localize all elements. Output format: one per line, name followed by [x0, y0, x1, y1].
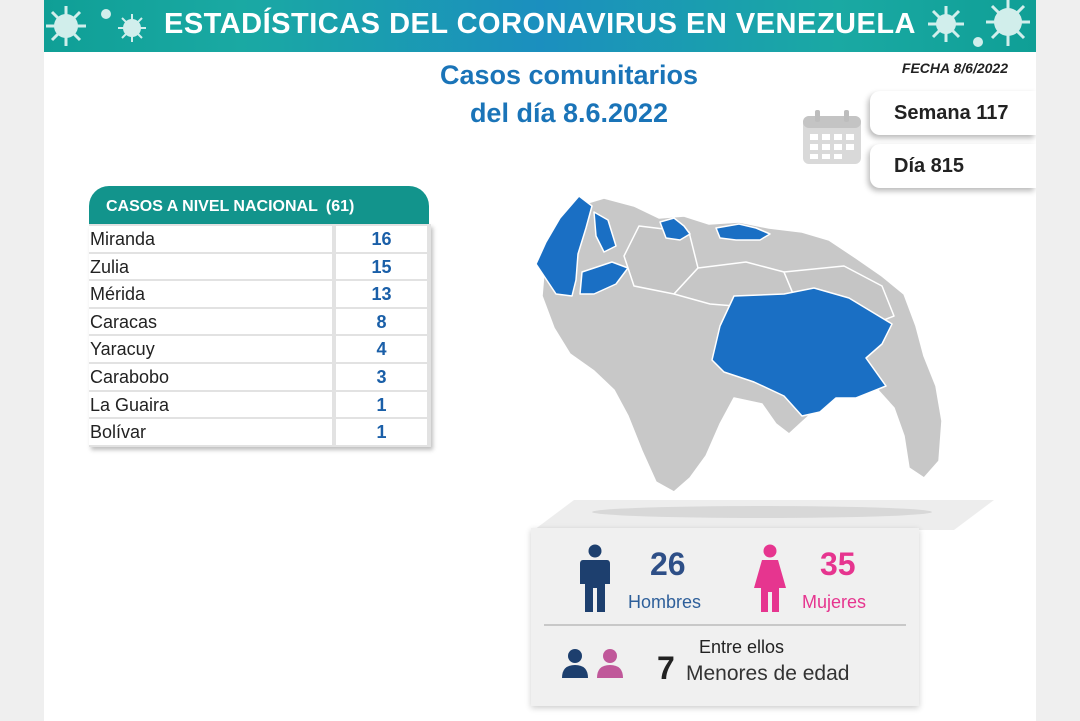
state-name: Yaracuy	[89, 336, 332, 362]
state-name: Mérida	[89, 281, 332, 307]
state-cases: 1	[336, 391, 427, 418]
table-row: Carabobo 3	[89, 363, 427, 390]
banner-title: ESTADÍSTICAS DEL CORONAVIRUS EN VENEZUEL…	[163, 8, 916, 40]
map-state-zulia	[593, 211, 617, 253]
state-cases: 3	[336, 363, 427, 390]
day-badge: Día 815	[870, 144, 1036, 188]
cases-table: Miranda 16 Zulia 15 Mérida 13 Caracas 8 Yara…	[89, 224, 431, 447]
state-name: La Guaira	[89, 391, 332, 418]
state-name: Carabobo	[89, 363, 332, 390]
report-date: FECHA 8/6/2022	[901, 60, 1008, 76]
woman-icon	[754, 544, 786, 612]
divider	[544, 624, 906, 626]
table-row: La Guaira 1	[89, 391, 427, 418]
state-cases: 15	[336, 253, 427, 280]
men-count: 26	[650, 546, 686, 582]
map-state-merida	[579, 261, 629, 295]
minors-label: Menores de edad	[686, 662, 850, 685]
state-cases: 16	[336, 226, 427, 252]
state-name: Miranda	[89, 226, 332, 252]
state-name: Caracas	[89, 308, 332, 335]
table-title: CASOS A NIVEL NACIONAL	[106, 198, 318, 215]
table-header: CASOS A NIVEL NACIONAL (61)	[89, 186, 429, 224]
table-row: Zulia 15	[89, 253, 427, 280]
man-icon	[580, 544, 610, 612]
child-icon-pink	[597, 649, 623, 678]
calendar-icon	[803, 110, 861, 164]
map-state-bolivar	[711, 287, 893, 417]
state-name: Bolívar	[89, 419, 332, 445]
table-row: Caracas 8	[89, 308, 427, 335]
table-row: Mérida 13	[89, 281, 427, 307]
virus-icon	[928, 0, 1030, 47]
women-count: 35	[820, 546, 856, 582]
heading-line-1: Casos comunitarios	[439, 60, 699, 90]
stats-card	[531, 528, 919, 706]
men-label: Hombres	[628, 592, 702, 612]
week-badge: Semana 117	[870, 91, 1036, 135]
table-row: Yaracuy 4	[89, 336, 427, 362]
virus-icon	[46, 6, 146, 46]
table-row: Miranda 16	[89, 226, 427, 252]
child-icon-blue	[562, 649, 588, 678]
header-banner: ESTADÍSTICAS DEL CORONAVIRUS EN VENEZUEL…	[44, 0, 1036, 52]
among-them-label: Entre ellos	[699, 637, 785, 657]
table-total: (61)	[325, 198, 355, 215]
state-cases: 13	[336, 281, 427, 307]
state-cases: 4	[336, 336, 427, 362]
state-cases: 1	[336, 419, 427, 445]
venezuela-map	[535, 195, 943, 493]
minors-count: 7	[657, 650, 675, 686]
stage-shape	[534, 500, 994, 530]
heading-line-2: del día 8.6.2022	[469, 98, 669, 128]
women-label: Mujeres	[802, 592, 867, 612]
infographic-sheet: ESTADÍSTICAS DEL CORONAVIRUS EN VENEZUEL…	[44, 0, 1036, 721]
map-state-yaracuy-carabobo	[659, 217, 691, 241]
page-heading: Casos comunitarios del día 8.6.2022	[374, 56, 764, 132]
table-row: Bolívar 1	[89, 419, 427, 445]
map-state-miranda	[715, 223, 771, 241]
map-state-zulia	[535, 195, 593, 297]
state-cases: 8	[336, 308, 427, 335]
state-name: Zulia	[89, 253, 332, 280]
